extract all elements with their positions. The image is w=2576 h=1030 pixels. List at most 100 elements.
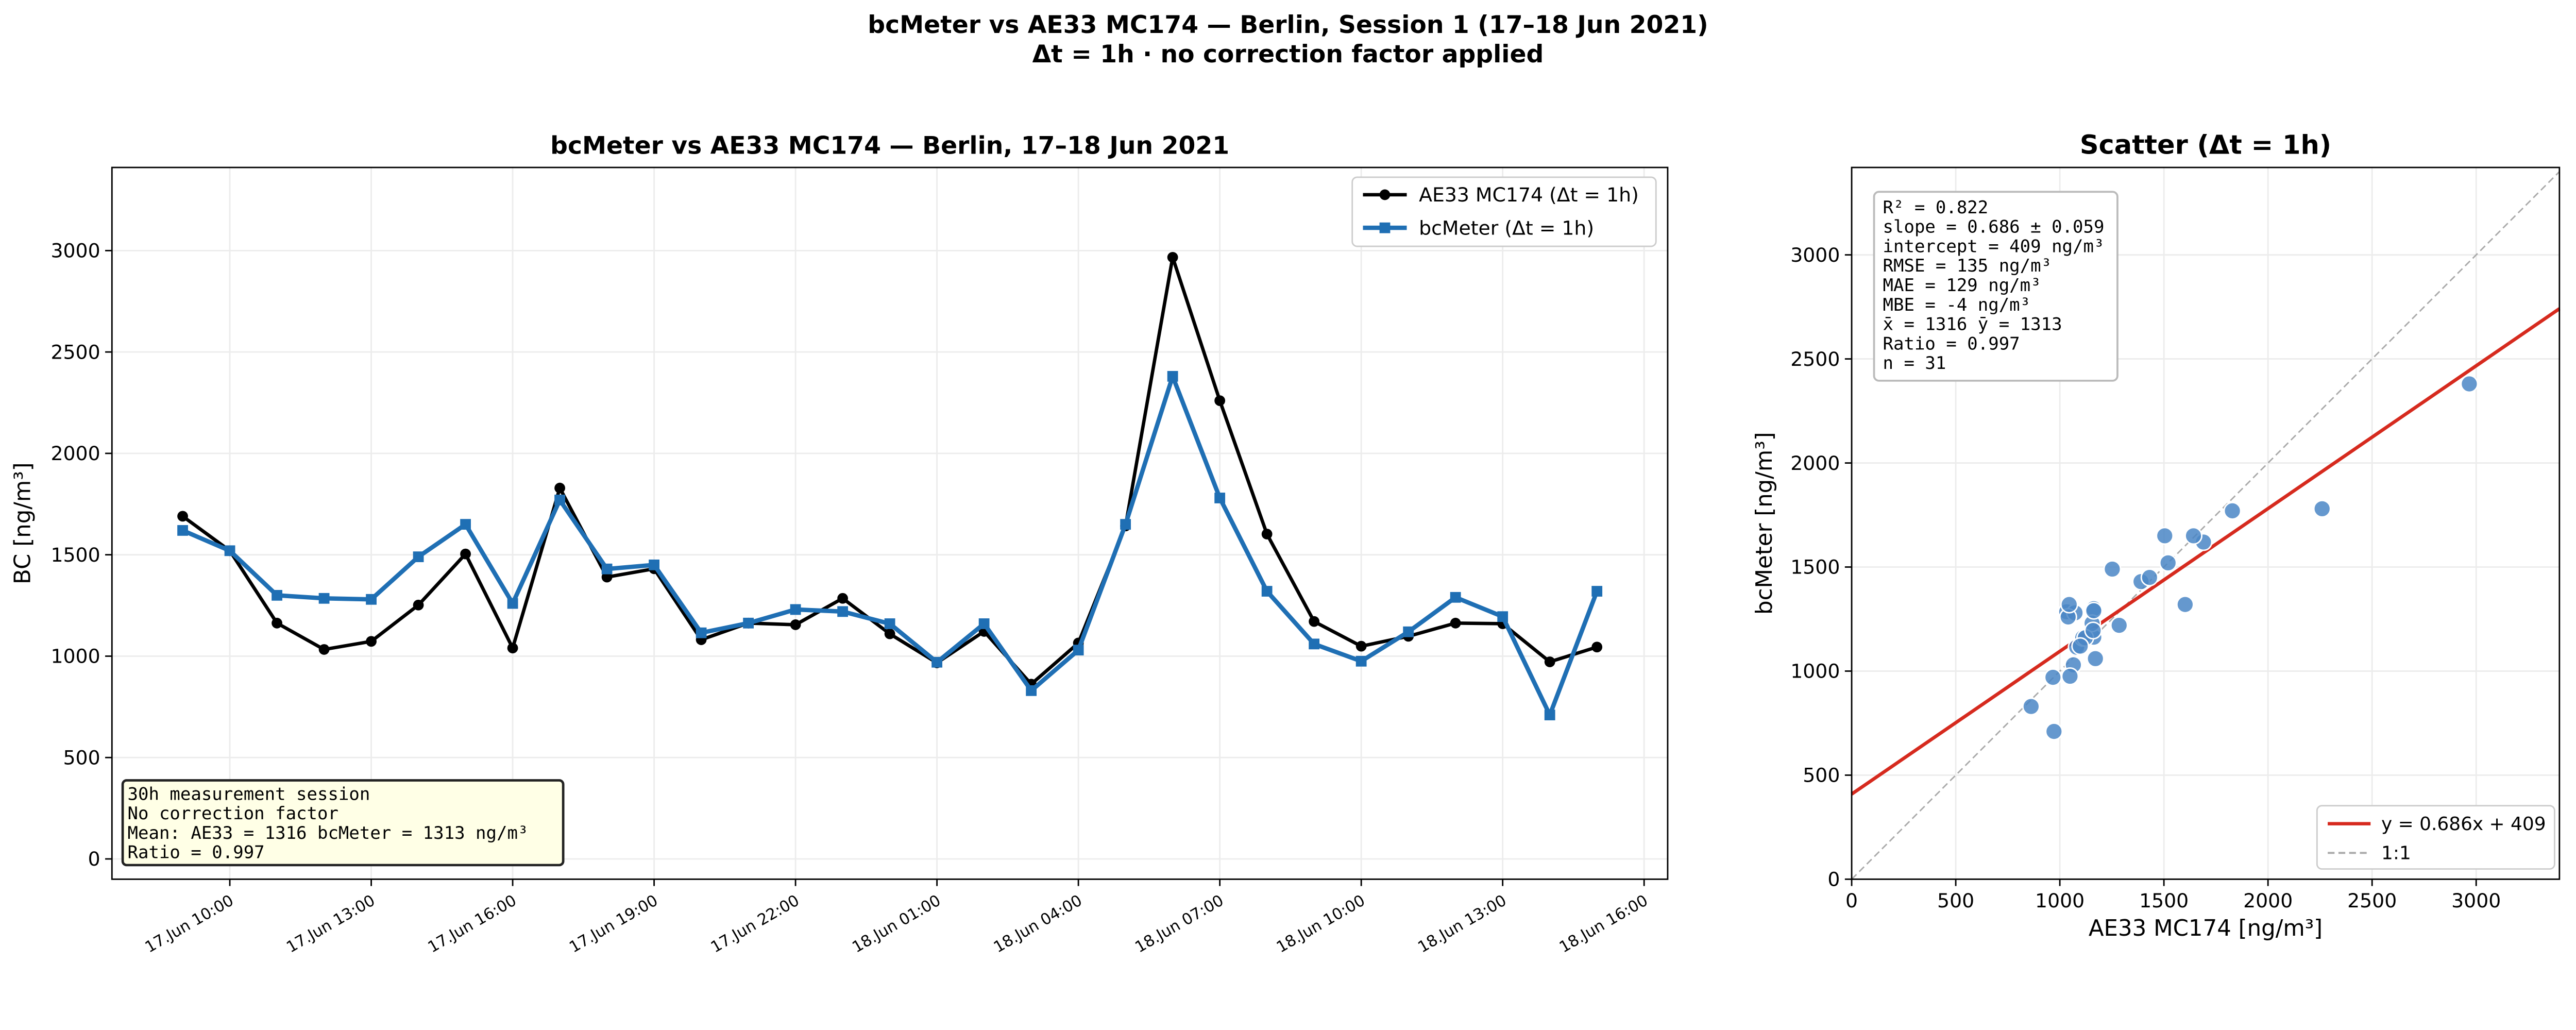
y-tick-label: 0 [1827, 868, 1840, 891]
bcmeter-point [272, 589, 282, 601]
ae33-point [366, 636, 377, 647]
scatter-point [2071, 637, 2090, 655]
bcmeter-point [978, 618, 990, 629]
x-tick-label: 0 [1845, 889, 1858, 912]
stats-box [1873, 191, 2119, 382]
legend-label-ae33: AE33 MC174 (Δt = 1h) [1419, 183, 1639, 206]
scatter-frame [1851, 166, 2561, 880]
y-tick-label: 500 [63, 746, 100, 769]
bcmeter-point [931, 656, 943, 668]
x-tick-label: 500 [1937, 889, 1974, 912]
scatter-point [2084, 601, 2103, 620]
timeseries-annotation: 30h measurement session No correction fa… [121, 779, 565, 867]
scatter-point [2184, 527, 2203, 545]
ae33-point [790, 619, 801, 630]
ae33-point [1450, 617, 1461, 629]
scatter-legend: y = 0.686x + 409 1:1 [2316, 805, 2555, 870]
scatter-point [2156, 527, 2174, 545]
ae33-point [1214, 395, 1226, 406]
y-tick-label: 1000 [50, 645, 100, 668]
timeseries-chart: 17.Jun 10:00 17.Jun 13:00 17.Jun 16:00 17.J… [10, 132, 1669, 956]
annotation-line-4: Ratio = 0.997 [128, 842, 265, 863]
ae33-point [1309, 616, 1320, 627]
bcmeter-point [884, 618, 895, 629]
scatter-points [2022, 375, 2479, 741]
scatter-ticks: 0 500 1000 1500 2000 2500 3000 0 500 1000 1500 2000… [1790, 244, 2501, 912]
y-tick-label: 500 [1803, 764, 1840, 787]
timeseries-legend: AE33 MC174 (Δt = 1h) bcMeter (Δt = 1h) [1351, 176, 1657, 247]
stats-line: slope = 0.686 ± 0.059 [1883, 217, 2105, 238]
bcmeter-point [507, 598, 518, 609]
legend-box [2316, 805, 2555, 870]
annotation-line-2: No correction factor [128, 803, 338, 824]
ae33-point [1167, 251, 1178, 263]
annotation-line-3: Mean: AE33 = 1316 bcMeter = 1313 ng/m³ [128, 823, 529, 843]
bcmeter-point [601, 563, 613, 575]
scatter-point [2223, 501, 2242, 520]
x-tick-label: 1500 [2139, 889, 2189, 912]
bcmeter-point [1073, 645, 1084, 656]
ae33-point [601, 571, 613, 583]
bcmeter-point [366, 594, 377, 605]
scatter-y-label: bcMeter [ng/m³] [1752, 432, 1777, 615]
ae33-point [460, 548, 471, 560]
y-tick-label: 1500 [50, 544, 100, 566]
ae33-point [1544, 656, 1555, 667]
stats-line: R² = 0.822 [1883, 197, 1989, 218]
bcmeter-point [177, 525, 188, 536]
bcmeter-point [790, 604, 801, 615]
legend-label-bcmeter: bcMeter (Δt = 1h) [1419, 216, 1594, 239]
scatter-point [2103, 560, 2122, 579]
ae33-point [1261, 529, 1273, 539]
legend-label-identity: 1:1 [2381, 843, 2411, 864]
stats-line: x̄ = 1316 ȳ = 1313 [1883, 314, 2062, 335]
bcmeter-point [649, 559, 659, 570]
x-tick-label: 3000 [2451, 889, 2501, 912]
y-tick-label: 0 [88, 848, 100, 870]
y-tick-label: 3000 [50, 240, 100, 262]
bcmeter-point [1544, 710, 1555, 720]
x-tick-label: 1000 [2035, 889, 2084, 912]
annotation-line-1: 30h measurement session [128, 784, 370, 804]
ae33-point [837, 593, 849, 604]
y-tick-label: 1500 [1790, 556, 1840, 579]
bcmeter-point [224, 545, 235, 556]
y-tick-label: 2000 [50, 442, 100, 465]
bcmeter-point [1261, 586, 1273, 597]
y-tick-label: 1000 [1790, 660, 1840, 683]
bcmeter-point [460, 519, 471, 530]
bcmeter-point [1026, 685, 1037, 696]
timeseries-frame [111, 166, 1669, 880]
scatter-point [2086, 649, 2105, 668]
identity-line [1851, 171, 2560, 880]
y-tick-label: 2500 [50, 341, 100, 363]
timeseries-grid [112, 167, 1668, 880]
scatter-point [2045, 722, 2063, 741]
bcmeter-point [837, 606, 849, 617]
suptitle-line-2: Δt = 1h · no correction factor applied [1032, 40, 1544, 69]
bcmeter-point [1214, 493, 1226, 503]
timeseries-y-label: BC [ng/m³] [10, 462, 36, 584]
ae33-point [1591, 641, 1603, 653]
ae33-point [1355, 640, 1367, 652]
scatter-point [2044, 668, 2062, 687]
ae33-point [884, 628, 895, 639]
scatter-point [2060, 595, 2078, 614]
bcmeter-point [743, 617, 754, 629]
x-tick-label: 2500 [2347, 889, 2397, 912]
bcmeter-point [1120, 519, 1131, 530]
scatter-point [2176, 595, 2194, 614]
bcmeter-point [1355, 655, 1367, 667]
suptitle-line-1: bcMeter vs AE33 MC174 — Berlin, Session … [868, 11, 1708, 39]
scatter-point [2159, 553, 2177, 572]
ae33-point [272, 617, 282, 629]
stats-line: MAE = 129 ng/m³ [1883, 275, 2041, 296]
ae33-point [177, 511, 188, 522]
bcmeter-point [1450, 592, 1461, 603]
scatter-point [2084, 621, 2103, 640]
legend-box [1351, 176, 1657, 247]
x-tick-label: 2000 [2243, 889, 2293, 912]
scatter-chart: 0 500 1000 1500 2000 2500 3000 0 500 1000 1500 2000… [1752, 130, 2561, 941]
